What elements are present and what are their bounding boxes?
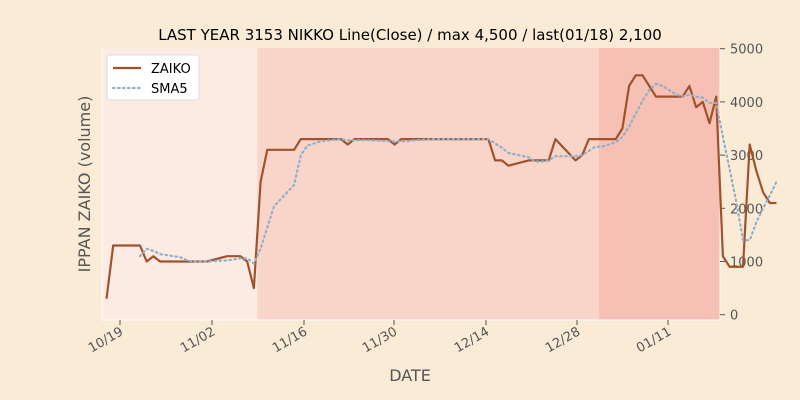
y-axis-title: IPPAN ZAIKO (volume) bbox=[75, 96, 94, 273]
series-line-sma5 bbox=[138, 82, 778, 265]
y-tick-label: 0 bbox=[730, 309, 738, 324]
shaded-region bbox=[257, 48, 599, 320]
y-tick-label: 3000 bbox=[730, 149, 763, 164]
x-tick-label: 12/28 bbox=[543, 324, 583, 356]
x-tick-label: 01/11 bbox=[634, 324, 674, 356]
y-tick-label: 5000 bbox=[730, 43, 763, 58]
legend: ZAIKO SMA5 bbox=[106, 54, 200, 101]
x-tick-label: 12/14 bbox=[452, 324, 492, 356]
chart-title: LAST YEAR 3153 NIKKO Line(Close) / max 4… bbox=[158, 26, 662, 44]
y-tick-label: 4000 bbox=[730, 96, 763, 111]
y-tick-label: 1000 bbox=[730, 256, 763, 271]
x-axis-title: DATE bbox=[389, 366, 431, 385]
x-tick-label: 11/02 bbox=[178, 324, 218, 356]
x-tick-label: 10/19 bbox=[86, 324, 126, 356]
shaded-region bbox=[598, 48, 720, 320]
legend-label: SMA5 bbox=[151, 82, 188, 97]
legend-label: ZAIKO bbox=[151, 62, 191, 77]
x-tick-label: 11/16 bbox=[270, 324, 310, 356]
x-tick-label: 11/30 bbox=[360, 324, 400, 356]
plot-background bbox=[101, 48, 720, 320]
